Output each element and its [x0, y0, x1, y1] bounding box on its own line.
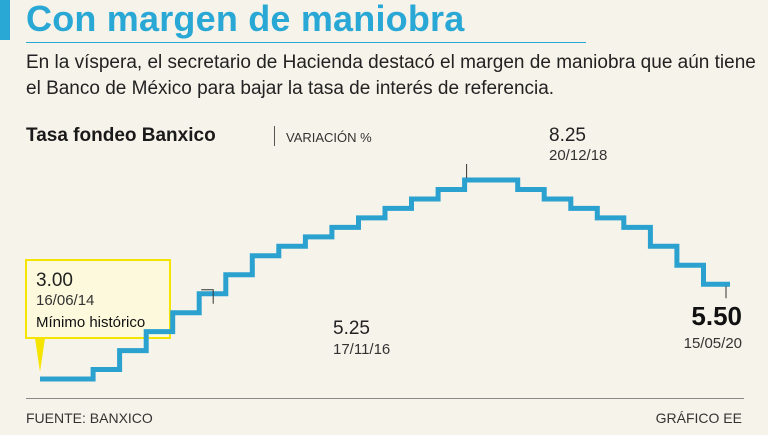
chart-unit-label: VARIACIÓN % — [286, 130, 372, 145]
annotation-latest-value: 5.50 — [691, 301, 742, 331]
chart-title-separator — [274, 126, 275, 146]
annotation-min-value: 3.00 — [36, 270, 73, 291]
rate-step-line — [40, 177, 730, 382]
headline-accent-bar — [0, 0, 10, 40]
annotation-latest-date: 15/05/20 — [684, 335, 742, 352]
headline-divider — [26, 42, 586, 43]
annotation-min-note: Mínimo histórico — [36, 314, 145, 331]
rate-chart: 3.00 16/06/14 Mínimo histórico 5.25 17/1… — [25, 125, 742, 382]
source-note: FUENTE: BANXICO — [26, 410, 153, 426]
chart-title: Tasa fondeo Banxico — [26, 125, 216, 146]
annotation-nov16-value: 5.25 — [333, 318, 370, 339]
annotation-nov16-date: 17/11/16 — [333, 341, 390, 358]
annotation-peak-date: 20/12/18 — [549, 147, 607, 164]
series-layer — [39, 177, 730, 382]
leader-nov16 — [201, 289, 214, 304]
subtitle: En la víspera, el secretario de Hacienda… — [26, 52, 756, 99]
annotation-min-date: 16/06/14 — [36, 292, 94, 309]
footer-divider — [26, 398, 744, 399]
graphic-credit: GRÁFICO EE — [655, 410, 742, 426]
min-annotation-box — [25, 259, 171, 339]
callout-layer — [201, 164, 727, 304]
annotation-peak-value: 8.25 — [549, 125, 586, 146]
min-annotation-pointer — [35, 338, 45, 372]
headline: Con margen de maniobra — [26, 0, 465, 39]
